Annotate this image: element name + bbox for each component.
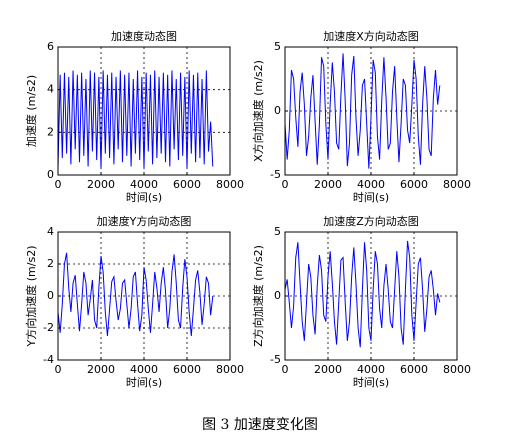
y-tick-label: 0 xyxy=(47,168,54,181)
y-tick-label: -5 xyxy=(270,168,281,181)
y-tick-label: -5 xyxy=(270,353,281,366)
y-axis-label: Y方向加速度 (m/s2) xyxy=(24,246,38,348)
data-line xyxy=(284,53,441,169)
y-axis-label: X方向加速度 (m/s2) xyxy=(251,60,265,162)
x-tick-label: 6000 xyxy=(173,363,201,376)
y-tick-label: -2 xyxy=(43,321,54,334)
y-axis-label: Z方向加速度 (m/s2) xyxy=(251,245,265,347)
x-tick-label: 0 xyxy=(282,178,289,191)
x-axis-label: 时间(s) xyxy=(126,376,162,389)
x-tick-label: 2000 xyxy=(314,178,342,191)
x-tick-label: 6000 xyxy=(400,178,428,191)
data-line xyxy=(284,240,441,348)
y-tick-label: -4 xyxy=(43,353,54,366)
x-tick-label: 2000 xyxy=(314,363,342,376)
x-tick-label: 8000 xyxy=(216,363,244,376)
x-tick-label: 2000 xyxy=(87,178,115,191)
chart-title: 加速度动态图 xyxy=(111,29,177,43)
x-tick-label: 4000 xyxy=(357,363,385,376)
chart-title: 加速度Z方向动态图 xyxy=(323,214,419,228)
axes-box xyxy=(284,231,458,361)
x-tick-label: 0 xyxy=(282,363,289,376)
y-tick-label: 2 xyxy=(47,125,54,138)
data-line xyxy=(57,252,214,337)
y-tick-label: 4 xyxy=(47,83,54,96)
chart-title: 加速度X方向动态图 xyxy=(323,29,419,43)
y-tick-label: 6 xyxy=(47,40,54,53)
x-tick-label: 4000 xyxy=(130,363,158,376)
x-tick-label: 6000 xyxy=(173,178,201,191)
y-tick-label: 5 xyxy=(274,40,281,53)
chart-title: 加速度Y方向动态图 xyxy=(97,214,192,228)
y-tick-label: 4 xyxy=(47,225,54,238)
y-axis-label: 加速度 (m/s2) xyxy=(24,75,38,147)
x-tick-label: 4000 xyxy=(130,178,158,191)
x-tick-label: 4000 xyxy=(357,178,385,191)
y-tick-label: 2 xyxy=(47,257,54,270)
x-axis-label: 时间(s) xyxy=(353,376,389,389)
figure-caption: 图 3 加速度变化图 xyxy=(202,417,318,433)
y-tick-label: 0 xyxy=(274,104,281,117)
x-tick-label: 0 xyxy=(55,363,62,376)
axes-box xyxy=(57,231,231,361)
y-tick-label: 0 xyxy=(47,289,54,302)
y-tick-label: 0 xyxy=(274,289,281,302)
data-line xyxy=(57,70,214,169)
x-tick-label: 8000 xyxy=(216,178,244,191)
x-tick-label: 8000 xyxy=(443,363,471,376)
x-tick-label: 6000 xyxy=(400,363,428,376)
x-tick-label: 8000 xyxy=(443,178,471,191)
y-tick-label: 5 xyxy=(274,225,281,238)
x-axis-label: 时间(s) xyxy=(353,191,389,204)
x-tick-label: 2000 xyxy=(87,363,115,376)
axes-box xyxy=(284,46,458,176)
x-tick-label: 0 xyxy=(55,178,62,191)
axes-box xyxy=(57,46,231,176)
x-axis-label: 时间(s) xyxy=(126,191,162,204)
